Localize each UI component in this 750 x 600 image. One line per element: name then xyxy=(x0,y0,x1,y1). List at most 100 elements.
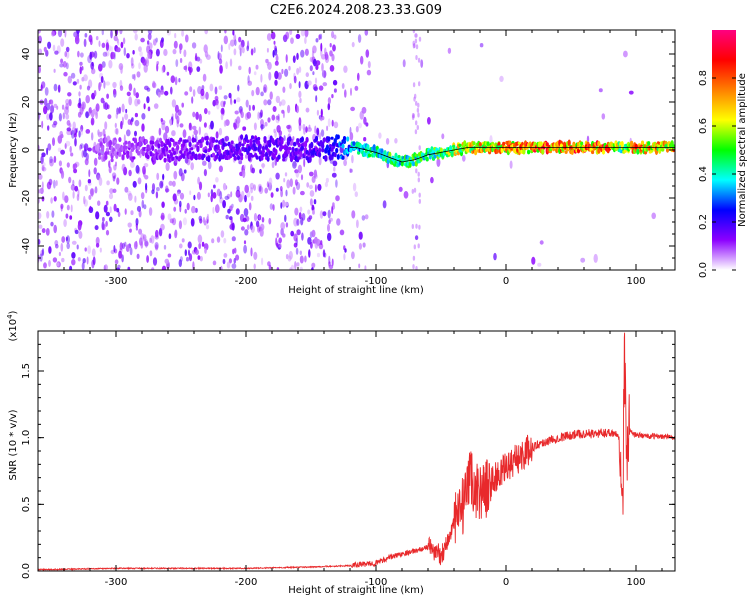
heatmap-cell xyxy=(364,214,369,220)
heatmap-cell xyxy=(203,122,207,128)
heatmap-cell xyxy=(417,177,420,183)
heatmap-cell xyxy=(241,46,245,54)
x-tick-label: 100 xyxy=(626,577,645,588)
heatmap-cell xyxy=(251,89,255,97)
heatmap-cell xyxy=(129,228,132,233)
heatmap-cell xyxy=(39,253,43,262)
heatmap-cell xyxy=(183,169,187,174)
heatmap-cell xyxy=(131,63,135,69)
heatmap-cell xyxy=(106,93,109,99)
heatmap-cell xyxy=(322,82,328,87)
heatmap-cell xyxy=(185,139,189,143)
heatmap-cell xyxy=(50,197,53,204)
heatmap-cell xyxy=(101,42,106,48)
heatmap-cell xyxy=(128,169,132,177)
heatmap-cell xyxy=(44,98,48,107)
heatmap-cell xyxy=(206,213,209,220)
heatmap-cell xyxy=(139,51,143,57)
heatmap-cell xyxy=(268,264,272,270)
frequency-trace-line xyxy=(350,147,675,163)
heatmap-cell xyxy=(243,240,247,245)
heatmap-cell xyxy=(336,134,340,140)
heatmap-cell xyxy=(57,84,61,93)
heatmap-cell xyxy=(527,149,531,155)
heatmap-cell xyxy=(283,135,286,142)
heatmap-cell xyxy=(123,166,128,176)
heatmap-cell xyxy=(269,91,273,100)
x-tick-label: -100 xyxy=(365,276,388,287)
heatmap-cell xyxy=(61,236,66,243)
heatmap-cell xyxy=(332,79,338,86)
heatmap-cell xyxy=(234,110,239,115)
heatmap-cell xyxy=(172,48,177,55)
heatmap-cell xyxy=(328,219,331,225)
heatmap-cell xyxy=(138,46,142,52)
heatmap-cell xyxy=(192,89,196,97)
heatmap-cell xyxy=(415,266,418,270)
heatmap-cell xyxy=(157,91,161,98)
heatmap-cell xyxy=(250,195,254,201)
heatmap-cell xyxy=(74,36,80,45)
y-tick-label: -20 xyxy=(21,190,32,206)
heatmap-cell xyxy=(199,218,203,224)
heatmap-cell xyxy=(202,73,207,82)
heatmap-cell xyxy=(232,30,235,36)
heatmap-cell xyxy=(197,156,202,160)
heatmap-cell xyxy=(211,238,215,244)
heatmap-cell xyxy=(114,122,117,129)
heatmap-cell xyxy=(143,163,149,168)
heatmap-cell xyxy=(191,96,194,104)
heatmap-cell xyxy=(77,50,80,58)
heatmap-cell xyxy=(132,156,136,160)
heatmap-cell xyxy=(158,127,162,136)
heatmap-cell xyxy=(69,265,73,270)
heatmap-cell xyxy=(155,48,160,57)
heatmap-cell xyxy=(304,36,307,45)
heatmap-cell xyxy=(286,149,290,154)
heatmap-cell xyxy=(412,43,416,49)
heatmap-cell xyxy=(147,33,152,41)
heatmap-cell xyxy=(127,222,132,228)
heatmap-cell xyxy=(180,147,184,151)
heatmap-cell xyxy=(651,212,656,220)
heatmap-cell xyxy=(159,180,164,189)
x-tick-label: -100 xyxy=(365,577,388,588)
heatmap-cell xyxy=(279,243,282,249)
heatmap-cell xyxy=(280,189,283,198)
heatmap-cell xyxy=(354,85,359,91)
heatmap-cell xyxy=(141,113,146,120)
y-tick-label: 1.0 xyxy=(21,430,32,446)
heatmap-cell xyxy=(41,162,46,167)
heatmap-cell xyxy=(38,224,43,229)
heatmap-cell xyxy=(414,235,419,241)
heatmap-cell xyxy=(184,208,187,214)
heatmap-cell xyxy=(152,82,157,89)
heatmap-cell xyxy=(298,66,302,73)
heatmap-cell xyxy=(98,63,103,72)
heatmap-cell xyxy=(366,144,370,150)
heatmap-cell xyxy=(93,157,98,166)
heatmap-cell xyxy=(210,120,214,130)
heatmap-cell xyxy=(300,174,304,181)
heatmap-cell xyxy=(79,84,82,90)
heatmap-cell xyxy=(53,120,58,126)
heatmap-cell xyxy=(199,144,203,148)
heatmap-cell xyxy=(143,103,146,110)
heatmap-cell xyxy=(229,144,233,150)
heatmap-cell xyxy=(309,198,313,206)
heatmap-cell xyxy=(128,192,133,201)
heatmap-cell xyxy=(203,44,208,54)
heatmap-cell xyxy=(113,203,117,212)
heatmap-cell xyxy=(220,230,225,238)
heatmap-cell xyxy=(295,181,301,191)
heatmap-cell xyxy=(294,169,299,174)
heatmap-cell xyxy=(323,70,327,79)
heatmap-cell xyxy=(143,236,146,243)
heatmap-cell xyxy=(285,31,290,40)
heatmap-cell xyxy=(318,34,321,40)
heatmap-cell xyxy=(315,95,318,103)
heatmap-cell xyxy=(126,91,131,97)
heatmap-cell xyxy=(300,49,305,58)
heatmap-cell xyxy=(136,205,142,212)
heatmap-cell xyxy=(210,142,214,148)
